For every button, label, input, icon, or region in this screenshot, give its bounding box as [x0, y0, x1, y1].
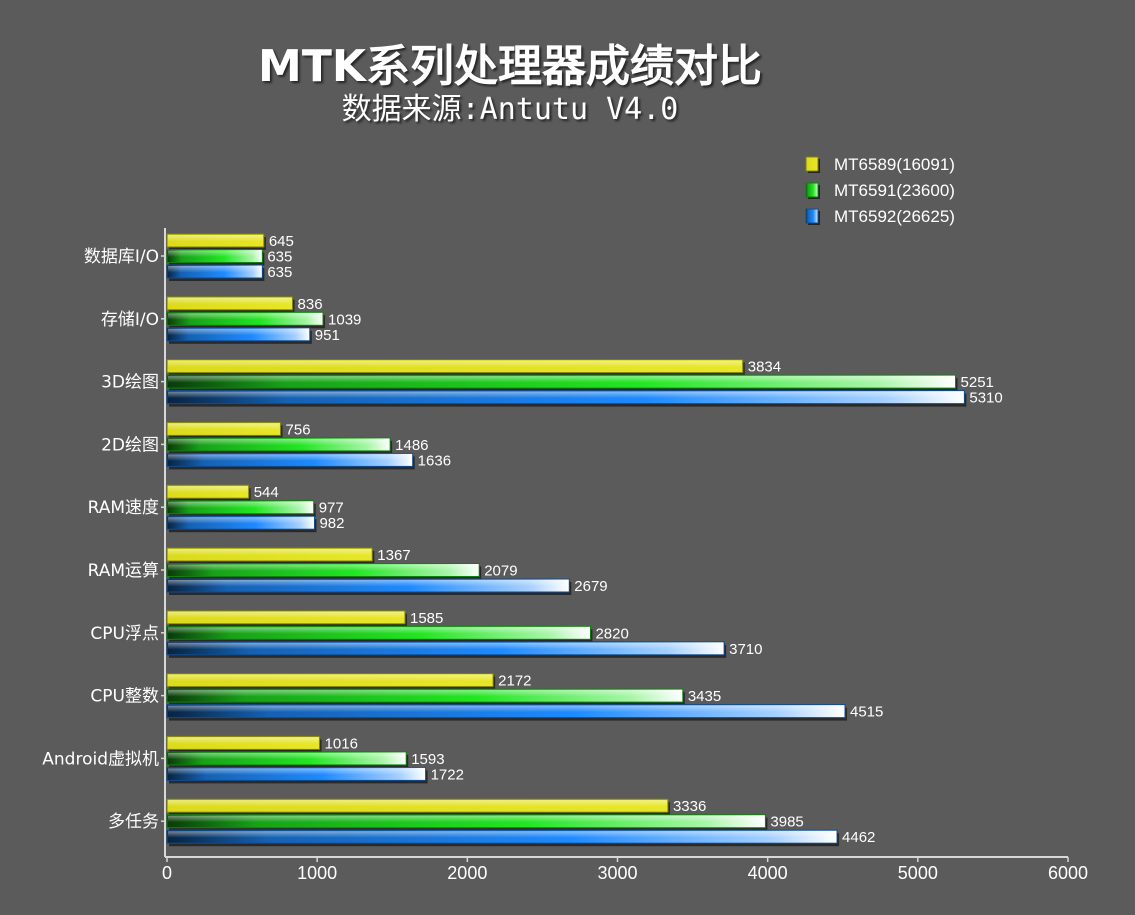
bar-highlight: [168, 627, 590, 634]
bar-highlight: [168, 800, 667, 807]
data-label: 1722: [431, 766, 464, 783]
bar-highlight: [168, 501, 313, 509]
bar-highlight: [168, 674, 493, 682]
bar-highlight: [168, 391, 964, 399]
bar-highlight: [168, 376, 955, 383]
legend-swatch: [805, 208, 819, 224]
data-label: 1585: [410, 610, 443, 627]
x-tick-label: 4000: [748, 863, 788, 883]
x-tick-label: 0: [162, 863, 172, 883]
bar-highlight: [168, 328, 309, 336]
bar-highlight: [168, 266, 262, 273]
category-label: 3D绘图: [101, 373, 159, 393]
bar-highlight: [168, 438, 390, 446]
data-label: 977: [319, 500, 344, 517]
bar-highlight: [168, 313, 323, 320]
x-tick-label: 1000: [297, 863, 337, 883]
bar-highlight: [168, 705, 845, 713]
chart-title: MTK系列处理器成绩对比: [258, 41, 762, 92]
x-tick-label: 5000: [898, 863, 938, 883]
bar-highlight: [168, 297, 292, 305]
bar-highlight: [168, 580, 569, 587]
bar-highlight: [168, 737, 319, 744]
data-label: 2172: [498, 673, 531, 690]
bar-highlight: [168, 423, 280, 430]
category-label: Android虚拟机: [42, 749, 159, 769]
bar-highlight: [168, 486, 248, 493]
bar-highlight: [168, 768, 425, 775]
data-label: 951: [315, 327, 340, 344]
data-label: 3985: [770, 814, 803, 831]
bar-highlight: [168, 690, 682, 697]
data-label: 2679: [574, 578, 607, 595]
data-label: 2820: [595, 625, 628, 642]
data-label: 836: [298, 296, 323, 313]
x-tick-label: 2000: [447, 863, 487, 883]
data-label: 1039: [328, 311, 361, 328]
data-label: 4462: [842, 829, 875, 846]
category-label: CPU浮点: [90, 624, 159, 644]
bar-highlight: [168, 815, 765, 823]
data-label: 635: [267, 264, 292, 281]
x-tick-label: 3000: [597, 863, 637, 883]
bar-highlight: [168, 549, 372, 556]
data-label: 1593: [411, 751, 444, 768]
legend-swatch: [805, 182, 819, 198]
data-label: 5251: [961, 374, 994, 391]
chart-subtitle: 数据来源:Antutu V4.0: [341, 92, 679, 127]
data-label: 1636: [418, 452, 451, 469]
x-tick-label: 6000: [1048, 863, 1088, 883]
legend-label: MT6591(23600): [834, 181, 955, 200]
bar-highlight: [168, 642, 724, 650]
data-label: 1367: [377, 547, 410, 564]
data-label: 5310: [969, 390, 1002, 407]
legend-label: MT6589(16091): [834, 155, 955, 174]
category-label: 多任务: [108, 812, 159, 832]
category-label: 2D绘图: [101, 435, 159, 455]
data-label: 635: [267, 249, 292, 266]
bar-highlight: [168, 564, 479, 571]
data-label: 3435: [688, 688, 721, 705]
bar-highlight: [168, 611, 405, 619]
legend-label: MT6592(26625): [834, 207, 955, 226]
bar-highlight: [168, 250, 262, 257]
category-label: RAM运算: [88, 561, 159, 581]
data-label: 544: [254, 484, 279, 501]
bar-highlight: [168, 235, 263, 242]
bar-highlight: [168, 831, 837, 838]
data-label: 3336: [673, 798, 706, 815]
bar-highlight: [168, 752, 406, 760]
data-label: 4515: [850, 704, 883, 721]
legend-swatch: [805, 156, 819, 172]
data-label: 3710: [729, 641, 762, 658]
data-label: 1016: [325, 735, 358, 752]
data-label: 982: [319, 515, 344, 532]
data-label: 1486: [395, 437, 428, 454]
category-label: CPU整数: [90, 687, 159, 707]
category-label: 数据库I/O: [84, 247, 159, 267]
data-label: 3834: [748, 359, 781, 376]
bar-highlight: [168, 454, 412, 461]
bar-highlight: [168, 360, 742, 368]
bar-highlight: [168, 517, 314, 524]
category-label: RAM速度: [88, 498, 159, 518]
category-label: 存储I/O: [101, 310, 159, 330]
data-label: 645: [269, 233, 294, 250]
data-label: 756: [286, 421, 311, 438]
data-label: 2079: [484, 563, 517, 580]
